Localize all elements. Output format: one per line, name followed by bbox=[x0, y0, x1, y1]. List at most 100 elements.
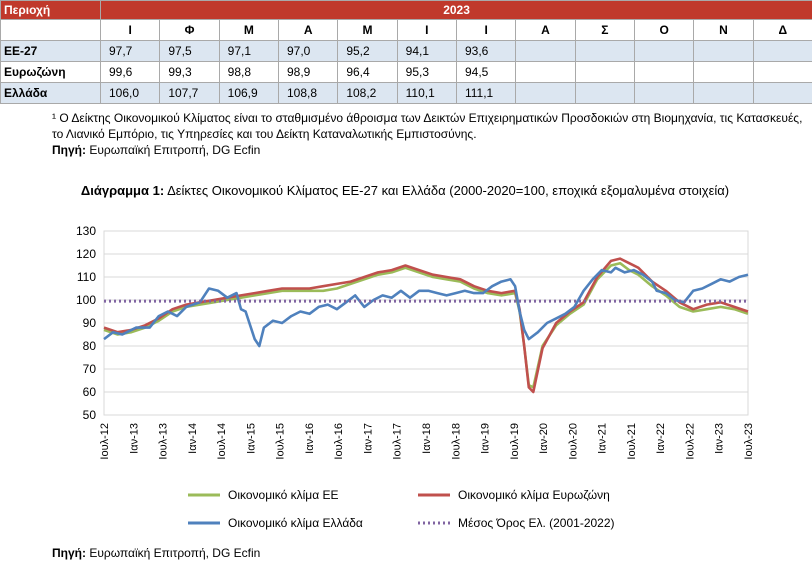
x-tick-label: Ιαν-13 bbox=[128, 423, 140, 454]
chart-series bbox=[103, 257, 749, 394]
table-cell bbox=[574, 40, 635, 62]
legend-label: Μέσος Όρος Ελ. (2001-2022) bbox=[458, 516, 615, 530]
table-row: Ελλάδα 106,0 107,7 106,9 108,8 108,2 110… bbox=[0, 82, 812, 104]
climate-index-table: Περιοχή 2023 Ι Φ Μ Α Μ Ι Ι Α Σ Ο Ν Δ ΕΕ-… bbox=[0, 0, 812, 104]
table-cell: 110,1 bbox=[396, 82, 457, 104]
month-header: Σ bbox=[574, 19, 635, 41]
table-cell bbox=[633, 40, 695, 62]
table-cell: 106,9 bbox=[218, 82, 279, 104]
table-cell bbox=[633, 61, 695, 83]
table-cell: 98,9 bbox=[277, 61, 339, 83]
chart-title-text: Δείκτες Οικονομικού Κλίματος ΕΕ-27 και Ε… bbox=[164, 183, 730, 198]
month-header: Ν bbox=[693, 19, 754, 41]
bottom-source: Πηγή: Ευρωπαϊκή Επιτροπή, DG Ecfin bbox=[52, 546, 260, 560]
bottom-source-text: Ευρωπαϊκή Επιτροπή, DG Ecfin bbox=[86, 546, 261, 560]
table-cell: 99,3 bbox=[159, 61, 220, 83]
table-cell: 108,2 bbox=[337, 82, 398, 104]
table-cell: 99,6 bbox=[99, 61, 161, 83]
month-header: Ι bbox=[99, 19, 161, 41]
year-header: 2023 bbox=[99, 0, 812, 20]
x-tick-label: Ιαν-15 bbox=[245, 423, 257, 454]
x-tick-label: Ιαν-19 bbox=[480, 423, 492, 454]
y-tick-label: 120 bbox=[76, 247, 96, 261]
plot-area bbox=[103, 230, 749, 416]
x-tick-label: Ιαν-21 bbox=[597, 423, 609, 454]
month-header-row: Ι Φ Μ Α Μ Ι Ι Α Σ Ο Ν Δ bbox=[0, 19, 812, 41]
x-tick-label: Ιαν-17 bbox=[362, 423, 374, 454]
x-tick-label: Ιουλ-19 bbox=[509, 423, 521, 460]
chart-title: Διάγραμμα 1: Δείκτες Οικονομικού Κλίματο… bbox=[60, 182, 750, 199]
x-axis-ticks: Ιουλ-12 Ιαν-13 Ιουλ-13 Ιαν-14 Ιουλ-14 Ιαν-15 Ι… bbox=[99, 423, 755, 460]
table-cell: 95,2 bbox=[337, 40, 398, 62]
table-cell: 94,1 bbox=[396, 40, 457, 62]
row-label: Ευρωζώνη bbox=[0, 61, 101, 83]
table-cell: 96,4 bbox=[337, 61, 398, 83]
y-tick-label: 130 bbox=[76, 224, 96, 238]
x-tick-label: Ιουλ-15 bbox=[275, 423, 287, 460]
x-tick-label: Ιουλ-13 bbox=[158, 423, 170, 460]
y-tick-label: 60 bbox=[83, 385, 97, 399]
chart-legend: Οικονομικό κλίμα ΕΕ Οικονομικό κλίμα Ευρω… bbox=[188, 488, 615, 530]
y-tick-label: 90 bbox=[83, 316, 97, 330]
x-tick-label: Ιαν-23 bbox=[714, 423, 726, 454]
y-tick-label: 80 bbox=[83, 339, 97, 353]
month-header-blank bbox=[0, 19, 101, 41]
table-cell: 108,8 bbox=[277, 82, 339, 104]
table-row: ΕΕ-27 97,7 97,5 97,1 97,0 95,2 94,1 93,6 bbox=[0, 40, 812, 62]
month-header: Δ bbox=[752, 19, 812, 41]
source-text: Ευρωπαϊκή Επιτροπή, DG Ecfin bbox=[86, 143, 261, 157]
table-cell bbox=[693, 40, 754, 62]
table-cell: 97,0 bbox=[277, 40, 339, 62]
x-tick-label: Ιουλ-22 bbox=[684, 423, 696, 460]
chart-title-bold: Διάγραμμα 1: bbox=[80, 183, 165, 198]
table-cell: 111,1 bbox=[455, 82, 517, 104]
table-cell bbox=[752, 82, 812, 104]
month-header: Α bbox=[515, 19, 576, 41]
source-label: Πηγή: bbox=[52, 143, 86, 157]
table-cell: 94,5 bbox=[455, 61, 517, 83]
table-cell: 97,1 bbox=[218, 40, 279, 62]
series-line bbox=[103, 266, 749, 348]
x-tick-label: Ιουλ-12 bbox=[99, 423, 111, 460]
y-tick-label: 110 bbox=[77, 270, 96, 284]
month-header: Ι bbox=[455, 19, 517, 41]
footnote-text: ¹ Ο Δείκτης Οικονομικού Κλίματος είναι τ… bbox=[52, 111, 803, 141]
month-header: Ι bbox=[396, 19, 457, 41]
table-cell: 107,7 bbox=[159, 82, 220, 104]
month-header: Ο bbox=[633, 19, 695, 41]
table-cell: 93,6 bbox=[455, 40, 517, 62]
x-tick-label: Ιαν-14 bbox=[187, 423, 199, 454]
chart-grid bbox=[103, 230, 749, 416]
table-cell: 95,3 bbox=[396, 61, 457, 83]
table-cell bbox=[693, 61, 754, 83]
table-cell: 98,8 bbox=[218, 61, 279, 83]
table-row: Ευρωζώνη 99,6 99,3 98,8 98,9 96,4 95,3 9… bbox=[0, 61, 812, 83]
x-tick-label: Ιουλ-20 bbox=[567, 423, 579, 460]
row-label: ΕΕ-27 bbox=[0, 40, 101, 62]
legend-label: Οικονομικό κλίμα ΕΕ bbox=[228, 488, 339, 502]
footnote-block: ¹ Ο Δείκτης Οικονομικού Κλίματος είναι τ… bbox=[52, 110, 812, 158]
table-cell: 97,7 bbox=[99, 40, 161, 62]
month-header: Μ bbox=[218, 19, 279, 41]
table-cell bbox=[752, 40, 812, 62]
table-cell bbox=[693, 82, 754, 104]
table-cell bbox=[515, 40, 576, 62]
x-tick-label: Ιαν-22 bbox=[655, 423, 667, 454]
x-tick-label: Ιαν-16 bbox=[304, 423, 316, 454]
x-tick-label: Ιουλ-16 bbox=[333, 423, 345, 460]
x-tick-label: Ιουλ-18 bbox=[450, 423, 462, 460]
table-cell bbox=[574, 82, 635, 104]
table-header-row: Περιοχή 2023 bbox=[0, 0, 812, 20]
legend-label: Οικονομικό κλίμα Ελλάδα bbox=[228, 516, 363, 530]
x-tick-label: Ιουλ-21 bbox=[626, 423, 638, 460]
footnote-source: Πηγή: Ευρωπαϊκή Επιτροπή, DG Ecfin bbox=[52, 142, 812, 158]
table-cell bbox=[574, 61, 635, 83]
month-header: Φ bbox=[159, 19, 220, 41]
month-header: Μ bbox=[337, 19, 398, 41]
table-cell bbox=[515, 61, 576, 83]
table-cell: 106,0 bbox=[99, 82, 161, 104]
table-cell bbox=[515, 82, 576, 104]
y-tick-label: 50 bbox=[83, 408, 97, 422]
series-line bbox=[103, 257, 749, 394]
